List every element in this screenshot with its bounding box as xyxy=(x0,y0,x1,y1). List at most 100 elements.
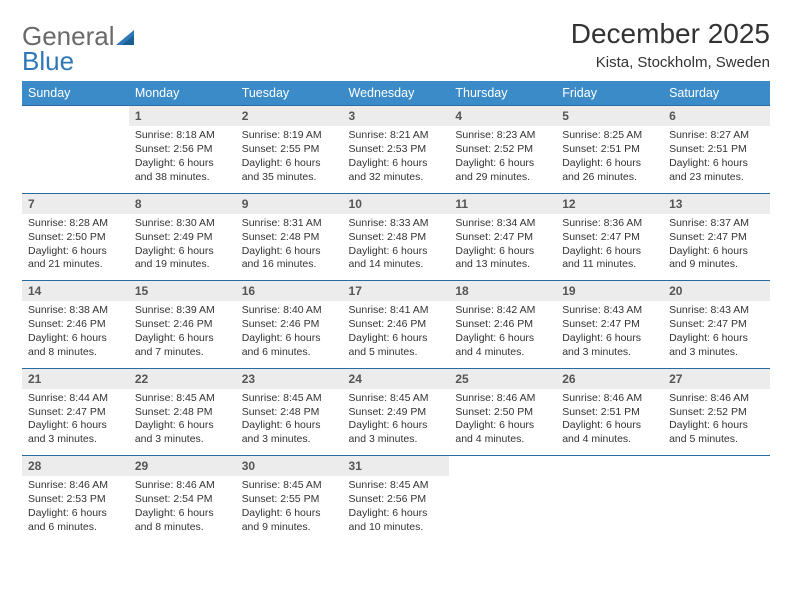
daylight-text: Daylight: 6 hours and 3 minutes. xyxy=(669,332,764,360)
calendar-day-cell: 10Sunrise: 8:33 AMSunset: 2:48 PMDayligh… xyxy=(343,193,450,280)
weekday-header: Tuesday xyxy=(236,81,343,106)
day-number: 20 xyxy=(663,281,770,301)
sunrise-text: Sunrise: 8:45 AM xyxy=(242,392,337,406)
weekday-header: Saturday xyxy=(663,81,770,106)
day-number: 27 xyxy=(663,369,770,389)
day-number: 7 xyxy=(22,194,129,214)
logo-text-general: General xyxy=(22,24,115,49)
sunset-text: Sunset: 2:47 PM xyxy=(562,318,657,332)
daylight-text: Daylight: 6 hours and 3 minutes. xyxy=(242,419,337,447)
day-body: Sunrise: 8:46 AMSunset: 2:50 PMDaylight:… xyxy=(449,389,556,455)
daylight-text: Daylight: 6 hours and 5 minutes. xyxy=(349,332,444,360)
daylight-text: Daylight: 6 hours and 8 minutes. xyxy=(28,332,123,360)
sunset-text: Sunset: 2:49 PM xyxy=(349,406,444,420)
calendar-day-cell: 6Sunrise: 8:27 AMSunset: 2:51 PMDaylight… xyxy=(663,106,770,193)
day-number: 15 xyxy=(129,281,236,301)
day-number: 21 xyxy=(22,369,129,389)
calendar-day-cell: 9Sunrise: 8:31 AMSunset: 2:48 PMDaylight… xyxy=(236,193,343,280)
day-body: Sunrise: 8:34 AMSunset: 2:47 PMDaylight:… xyxy=(449,214,556,280)
logo: General Blue xyxy=(22,18,139,73)
sunrise-text: Sunrise: 8:42 AM xyxy=(455,304,550,318)
daylight-text: Daylight: 6 hours and 21 minutes. xyxy=(28,245,123,273)
sunrise-text: Sunrise: 8:33 AM xyxy=(349,217,444,231)
sunrise-text: Sunrise: 8:41 AM xyxy=(349,304,444,318)
daylight-text: Daylight: 6 hours and 5 minutes. xyxy=(669,419,764,447)
calendar-day-cell: 16Sunrise: 8:40 AMSunset: 2:46 PMDayligh… xyxy=(236,281,343,368)
weekday-header: Thursday xyxy=(449,81,556,106)
day-number: 28 xyxy=(22,456,129,476)
daylight-text: Daylight: 6 hours and 23 minutes. xyxy=(669,157,764,185)
daylight-text: Daylight: 6 hours and 32 minutes. xyxy=(349,157,444,185)
calendar-day-cell: 29Sunrise: 8:46 AMSunset: 2:54 PMDayligh… xyxy=(129,456,236,543)
sunset-text: Sunset: 2:50 PM xyxy=(28,231,123,245)
day-body: Sunrise: 8:42 AMSunset: 2:46 PMDaylight:… xyxy=(449,301,556,367)
sunrise-text: Sunrise: 8:45 AM xyxy=(135,392,230,406)
sunrise-text: Sunrise: 8:43 AM xyxy=(669,304,764,318)
sunrise-text: Sunrise: 8:21 AM xyxy=(349,129,444,143)
sunset-text: Sunset: 2:53 PM xyxy=(28,493,123,507)
calendar-thead: SundayMondayTuesdayWednesdayThursdayFrid… xyxy=(22,81,770,106)
sunset-text: Sunset: 2:50 PM xyxy=(455,406,550,420)
daylight-text: Daylight: 6 hours and 38 minutes. xyxy=(135,157,230,185)
sunset-text: Sunset: 2:48 PM xyxy=(242,231,337,245)
day-number: 18 xyxy=(449,281,556,301)
sunset-text: Sunset: 2:46 PM xyxy=(28,318,123,332)
sunrise-text: Sunrise: 8:43 AM xyxy=(562,304,657,318)
sunset-text: Sunset: 2:56 PM xyxy=(349,493,444,507)
day-number: 24 xyxy=(343,369,450,389)
calendar-body: 0 1Sunrise: 8:18 AMSunset: 2:56 PMDaylig… xyxy=(22,106,770,543)
sunrise-text: Sunrise: 8:46 AM xyxy=(669,392,764,406)
daylight-text: Daylight: 6 hours and 4 minutes. xyxy=(455,332,550,360)
day-number: 26 xyxy=(556,369,663,389)
calendar-day-cell: 17Sunrise: 8:41 AMSunset: 2:46 PMDayligh… xyxy=(343,281,450,368)
day-number: 22 xyxy=(129,369,236,389)
day-number: 29 xyxy=(129,456,236,476)
daylight-text: Daylight: 6 hours and 9 minutes. xyxy=(242,507,337,535)
day-number: 6 xyxy=(663,106,770,126)
day-body: Sunrise: 8:33 AMSunset: 2:48 PMDaylight:… xyxy=(343,214,450,280)
daylight-text: Daylight: 6 hours and 3 minutes. xyxy=(562,332,657,360)
calendar-day-cell: 1Sunrise: 8:18 AMSunset: 2:56 PMDaylight… xyxy=(129,106,236,193)
sunset-text: Sunset: 2:49 PM xyxy=(135,231,230,245)
sunrise-text: Sunrise: 8:46 AM xyxy=(455,392,550,406)
sunrise-text: Sunrise: 8:44 AM xyxy=(28,392,123,406)
calendar-day-cell: 15Sunrise: 8:39 AMSunset: 2:46 PMDayligh… xyxy=(129,281,236,368)
daylight-text: Daylight: 6 hours and 35 minutes. xyxy=(242,157,337,185)
day-number: 10 xyxy=(343,194,450,214)
calendar-day-cell: 27 Sunrise: 8:46 AMSunset: 2:52 PMDayligh… xyxy=(663,368,770,455)
daylight-text: Daylight: 6 hours and 11 minutes. xyxy=(562,245,657,273)
calendar-day-cell: 11Sunrise: 8:34 AMSunset: 2:47 PMDayligh… xyxy=(449,193,556,280)
sunrise-text: Sunrise: 8:31 AM xyxy=(242,217,337,231)
month-title: December 2025 xyxy=(571,18,770,50)
sunset-text: Sunset: 2:46 PM xyxy=(455,318,550,332)
day-body: Sunrise: 8:40 AMSunset: 2:46 PMDaylight:… xyxy=(236,301,343,367)
sunset-text: Sunset: 2:52 PM xyxy=(669,406,764,420)
day-body: Sunrise: 8:44 AMSunset: 2:47 PMDaylight:… xyxy=(22,389,129,455)
day-number: 25 xyxy=(449,369,556,389)
sunset-text: Sunset: 2:48 PM xyxy=(135,406,230,420)
title-block: December 2025 Kista, Stockholm, Sweden xyxy=(571,18,770,71)
sunset-text: Sunset: 2:46 PM xyxy=(135,318,230,332)
daylight-text: Daylight: 6 hours and 4 minutes. xyxy=(562,419,657,447)
calendar-page: General Blue December 2025 Kista, Stockh… xyxy=(0,0,792,612)
sunset-text: Sunset: 2:47 PM xyxy=(669,318,764,332)
day-body: Sunrise: 8:39 AMSunset: 2:46 PMDaylight:… xyxy=(129,301,236,367)
day-number: 1 xyxy=(129,106,236,126)
daylight-text: Daylight: 6 hours and 19 minutes. xyxy=(135,245,230,273)
sunset-text: Sunset: 2:53 PM xyxy=(349,143,444,157)
day-number: 2 xyxy=(236,106,343,126)
day-body: Sunrise: 8:45 AMSunset: 2:48 PMDaylight:… xyxy=(129,389,236,455)
sunrise-text: Sunrise: 8:19 AM xyxy=(242,129,337,143)
sunrise-text: Sunrise: 8:28 AM xyxy=(28,217,123,231)
day-body: Sunrise: 8:41 AMSunset: 2:46 PMDaylight:… xyxy=(343,301,450,367)
calendar-day-cell: 21Sunrise: 8:44 AMSunset: 2:47 PMDayligh… xyxy=(22,368,129,455)
day-body: Sunrise: 8:43 AMSunset: 2:47 PMDaylight:… xyxy=(556,301,663,367)
calendar-day-cell: 20Sunrise: 8:43 AMSunset: 2:47 PMDayligh… xyxy=(663,281,770,368)
day-number: 9 xyxy=(236,194,343,214)
sunrise-text: Sunrise: 8:23 AM xyxy=(455,129,550,143)
calendar-day-cell: 5Sunrise: 8:25 AMSunset: 2:51 PMDaylight… xyxy=(556,106,663,193)
day-body: Sunrise: 8:45 AMSunset: 2:49 PMDaylight:… xyxy=(343,389,450,455)
day-body: Sunrise: 8:43 AMSunset: 2:47 PMDaylight:… xyxy=(663,301,770,367)
sunset-text: Sunset: 2:47 PM xyxy=(455,231,550,245)
sunrise-text: Sunrise: 8:25 AM xyxy=(562,129,657,143)
